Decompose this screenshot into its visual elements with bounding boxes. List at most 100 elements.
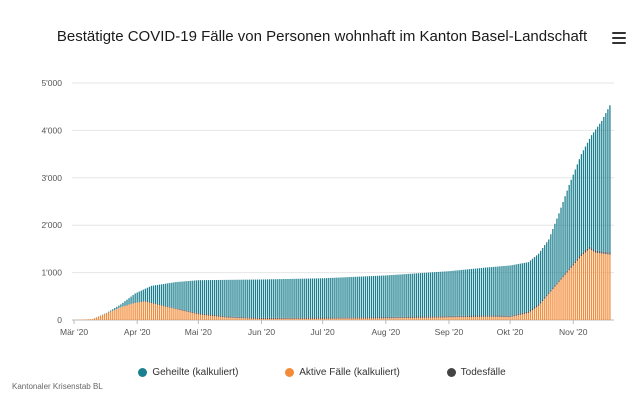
bar-aktive-faelle <box>171 308 173 320</box>
bar-aktive-faelle <box>101 314 104 320</box>
bar-aktive-faelle <box>548 293 550 320</box>
bar-geheilte <box>336 277 338 318</box>
bar-geheilte <box>444 271 446 317</box>
bar-aktive-faelle <box>108 312 110 320</box>
bar-geheilte <box>299 278 301 318</box>
bar-todesfaelle <box>531 308 534 311</box>
bar-todesfaelle <box>570 266 572 268</box>
bar-todesfaelle <box>517 313 519 316</box>
bar-geheilte <box>599 123 601 252</box>
bar-aktive-faelle <box>434 317 436 320</box>
bar-aktive-faelle <box>535 307 538 320</box>
legend-item-aktive[interactable]: Aktive Fälle (kalkuliert) <box>285 367 400 378</box>
bar-geheilte <box>562 201 564 276</box>
bar-aktive-faelle <box>421 317 424 320</box>
bar-aktive-faelle <box>436 317 438 320</box>
bar-geheilte <box>169 283 171 307</box>
bar-geheilte <box>326 278 328 318</box>
bar-geheilte <box>552 228 554 288</box>
bar-aktive-faelle <box>562 277 564 320</box>
bar-todesfaelle <box>211 314 214 316</box>
bar-geheilte <box>554 223 556 286</box>
bar-geheilte <box>395 274 397 317</box>
bar-geheilte <box>191 280 193 312</box>
bar-geheilte <box>293 278 295 318</box>
bar-aktive-faelle <box>226 317 228 320</box>
bar-todesfaelle <box>503 315 505 318</box>
legend-item-geheilte[interactable]: Geheilte (kalkuliert) <box>138 367 238 378</box>
bar-todesfaelle <box>374 317 377 319</box>
bar-geheilte <box>226 279 228 317</box>
bar-geheilte <box>397 274 399 317</box>
bar-geheilte <box>213 280 216 316</box>
bar-aktive-faelle <box>399 318 401 320</box>
bar-aktive-faelle <box>232 317 234 320</box>
legend-item-todesfaelle[interactable]: Todesfälle <box>446 367 506 378</box>
bar-aktive-faelle <box>328 318 330 320</box>
bar-aktive-faelle <box>597 252 599 320</box>
x-tick-label: Jul '20 <box>310 327 335 337</box>
bar-geheilte <box>138 291 140 302</box>
bar-geheilte <box>275 279 277 318</box>
bar-geheilte <box>478 268 481 316</box>
bar-geheilte <box>317 278 320 318</box>
bar-aktive-faelle <box>407 318 409 320</box>
bar-aktive-faelle <box>128 304 130 320</box>
x-tick-label: Mai '20 <box>185 327 212 337</box>
bar-geheilte <box>456 270 458 316</box>
bar-geheilte <box>177 281 179 309</box>
bar-geheilte <box>289 278 291 318</box>
bar-todesfaelle <box>403 316 405 319</box>
bar-todesfaelle <box>220 315 222 317</box>
bar-geheilte <box>576 164 578 259</box>
bar-geheilte <box>484 267 487 316</box>
bar-aktive-faelle <box>582 254 585 320</box>
bar-todesfaelle <box>448 316 450 318</box>
bar-geheilte <box>438 271 440 317</box>
bar-todesfaelle <box>519 313 521 315</box>
bar-geheilte <box>603 117 605 252</box>
bar-geheilte <box>362 276 365 318</box>
bar-aktive-faelle <box>554 286 556 320</box>
bar-geheilte <box>419 273 422 317</box>
bar-geheilte <box>148 286 151 302</box>
bar-todesfaelle <box>607 252 609 255</box>
bar-todesfaelle <box>603 251 605 254</box>
bar-aktive-faelle <box>317 318 320 320</box>
bar-geheilte <box>201 280 204 314</box>
bar-geheilte <box>271 279 273 318</box>
bar-geheilte <box>527 262 530 312</box>
bar-geheilte <box>497 266 499 316</box>
bar-todesfaelle <box>429 316 432 318</box>
bar-geheilte <box>281 279 283 318</box>
hamburger-menu-icon[interactable] <box>612 32 626 44</box>
bar-aktive-faelle <box>460 317 462 320</box>
bar-todesfaelle <box>464 315 466 318</box>
bar-aktive-faelle <box>132 303 134 320</box>
bar-todesfaelle <box>264 317 267 320</box>
bar-geheilte <box>442 271 444 317</box>
bar-geheilte <box>540 250 542 302</box>
bar-todesfaelle <box>566 270 568 273</box>
bar-todesfaelle <box>452 315 454 318</box>
bar-aktive-faelle <box>609 254 611 320</box>
bar-geheilte <box>287 278 289 318</box>
bar-todesfaelle <box>269 317 271 320</box>
bar-geheilte <box>315 278 318 318</box>
bar-aktive-faelle <box>250 318 252 320</box>
bar-todesfaelle <box>324 317 326 319</box>
bar-aktive-faelle <box>397 318 399 320</box>
bar-todesfaelle <box>248 317 250 319</box>
bar-todesfaelle <box>366 317 369 319</box>
bar-aktive-faelle <box>93 318 96 320</box>
bar-aktive-faelle <box>287 318 289 320</box>
bar-aktive-faelle <box>348 318 350 320</box>
bar-aktive-faelle <box>446 317 448 320</box>
bar-geheilte <box>354 276 356 318</box>
bar-todesfaelle <box>472 315 475 317</box>
bar-aktive-faelle <box>203 315 206 320</box>
bar-aktive-faelle <box>381 318 383 320</box>
bar-todesfaelle <box>401 316 403 319</box>
bar-aktive-faelle <box>391 318 393 320</box>
bar-aktive-faelle <box>197 314 199 320</box>
